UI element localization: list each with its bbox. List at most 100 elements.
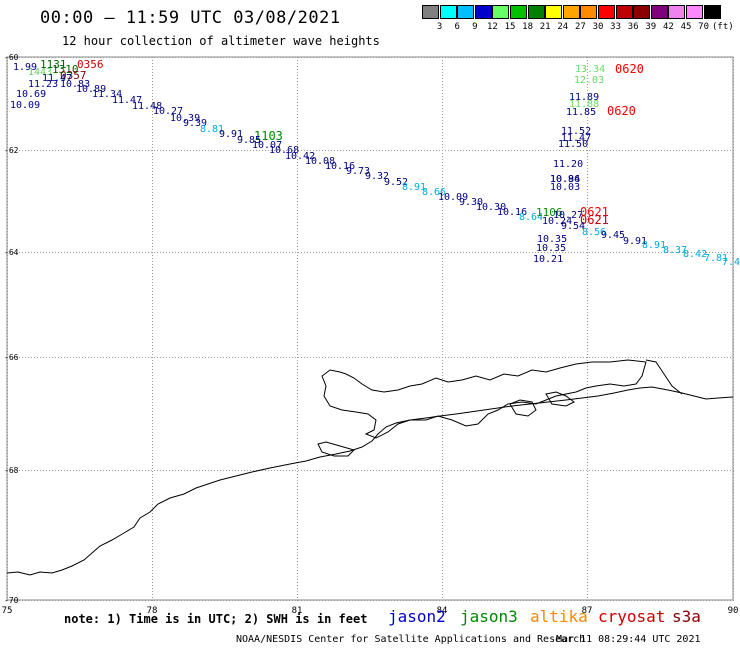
grid-dot xyxy=(152,240,153,241)
grid-dot xyxy=(152,108,153,109)
grid-dot xyxy=(151,57,152,58)
grid-dot xyxy=(7,123,8,124)
grid-dot xyxy=(676,57,677,58)
grid-dot xyxy=(517,470,518,471)
grid-dot xyxy=(587,483,588,484)
grid-dot xyxy=(94,150,95,151)
grid-dot xyxy=(502,600,503,601)
grid-dot xyxy=(297,222,298,223)
grid-dot xyxy=(733,552,734,553)
legend-tick-label: 15 xyxy=(504,22,516,32)
grid-dot xyxy=(535,357,536,358)
grid-dot xyxy=(265,600,266,601)
grid-dot xyxy=(499,252,500,253)
grid-dot xyxy=(297,162,298,163)
grid-dot xyxy=(297,168,298,169)
grid-dot xyxy=(478,57,479,58)
grid-dot xyxy=(619,150,620,151)
grid-dot xyxy=(454,600,455,601)
grid-dot xyxy=(442,204,443,205)
grid-dot xyxy=(103,150,104,151)
swh-track-label: 10.30 xyxy=(476,202,506,213)
grid-dot xyxy=(232,600,233,601)
grid-dot xyxy=(631,150,632,151)
swh-track-label: 10.84 xyxy=(550,174,580,185)
grid-dot xyxy=(634,252,635,253)
grid-dot xyxy=(31,600,32,601)
grid-dot xyxy=(28,150,29,151)
grid-dot xyxy=(421,57,422,58)
grid-dot xyxy=(442,309,443,310)
grid-dot xyxy=(247,357,248,358)
grid-dot xyxy=(253,57,254,58)
grid-dot xyxy=(297,81,298,82)
grid-dot xyxy=(262,600,263,601)
grid-dot xyxy=(442,264,443,265)
grid-dot xyxy=(637,150,638,151)
grid-dot xyxy=(7,498,8,499)
grid-dot xyxy=(121,57,122,58)
grid-dot xyxy=(316,252,317,253)
grid-dot xyxy=(7,486,8,487)
grid-dot xyxy=(442,144,443,145)
grid-dot xyxy=(297,207,298,208)
grid-dot xyxy=(31,57,32,58)
grid-dot xyxy=(7,597,8,598)
grid-dot xyxy=(382,600,383,601)
grid-dot xyxy=(721,600,722,601)
grid-dot xyxy=(442,453,443,454)
swh-track-label: 1106 xyxy=(536,206,563,219)
grid-dot xyxy=(442,66,443,67)
grid-dot xyxy=(22,470,23,471)
grid-dot xyxy=(418,150,419,151)
grid-dot xyxy=(274,252,275,253)
grid-dot xyxy=(49,357,50,358)
grid-dot xyxy=(388,357,389,358)
grid-dot xyxy=(587,381,588,382)
grid-dot xyxy=(442,471,443,472)
grid-dot xyxy=(587,366,588,367)
map-title: 00:00 – 11:59 UTC 03/08/2021 xyxy=(40,8,341,28)
grid-dot xyxy=(232,357,233,358)
grid-dot xyxy=(520,357,521,358)
grid-dot xyxy=(442,129,443,130)
grid-dot xyxy=(152,102,153,103)
grid-dot xyxy=(64,470,65,471)
grid-dot xyxy=(622,600,623,601)
grid-dot xyxy=(7,531,8,532)
grid-dot xyxy=(442,225,443,226)
grid-dot xyxy=(409,357,410,358)
grid-dot xyxy=(152,306,153,307)
grid-dot xyxy=(442,456,443,457)
grid-dot xyxy=(587,69,588,70)
grid-dot xyxy=(152,462,153,463)
grid-dot xyxy=(733,336,734,337)
grid-dot xyxy=(325,357,326,358)
grid-dot xyxy=(587,468,588,469)
grid-dot xyxy=(163,470,164,471)
grid-dot xyxy=(587,390,588,391)
grid-dot xyxy=(292,252,293,253)
grid-dot xyxy=(70,470,71,471)
grid-dot xyxy=(460,357,461,358)
grid-dot xyxy=(79,150,80,151)
grid-dot xyxy=(103,357,104,358)
grid-dot xyxy=(733,456,734,457)
grid-dot xyxy=(152,390,153,391)
grid-dot xyxy=(232,470,233,471)
grid-dot xyxy=(587,441,588,442)
grid-dot xyxy=(7,210,8,211)
grid-dot xyxy=(82,252,83,253)
grid-dot xyxy=(442,564,443,565)
grid-dot xyxy=(587,270,588,271)
grid-dot xyxy=(152,249,153,250)
grid-dot xyxy=(178,150,179,151)
grid-dot xyxy=(76,57,77,58)
grid-dot xyxy=(7,249,8,250)
grid-dot xyxy=(733,561,734,562)
grid-dot xyxy=(297,501,298,502)
grid-dot xyxy=(297,426,298,427)
grid-dot xyxy=(297,306,298,307)
grid-dot xyxy=(427,357,428,358)
grid-dot xyxy=(152,129,153,130)
